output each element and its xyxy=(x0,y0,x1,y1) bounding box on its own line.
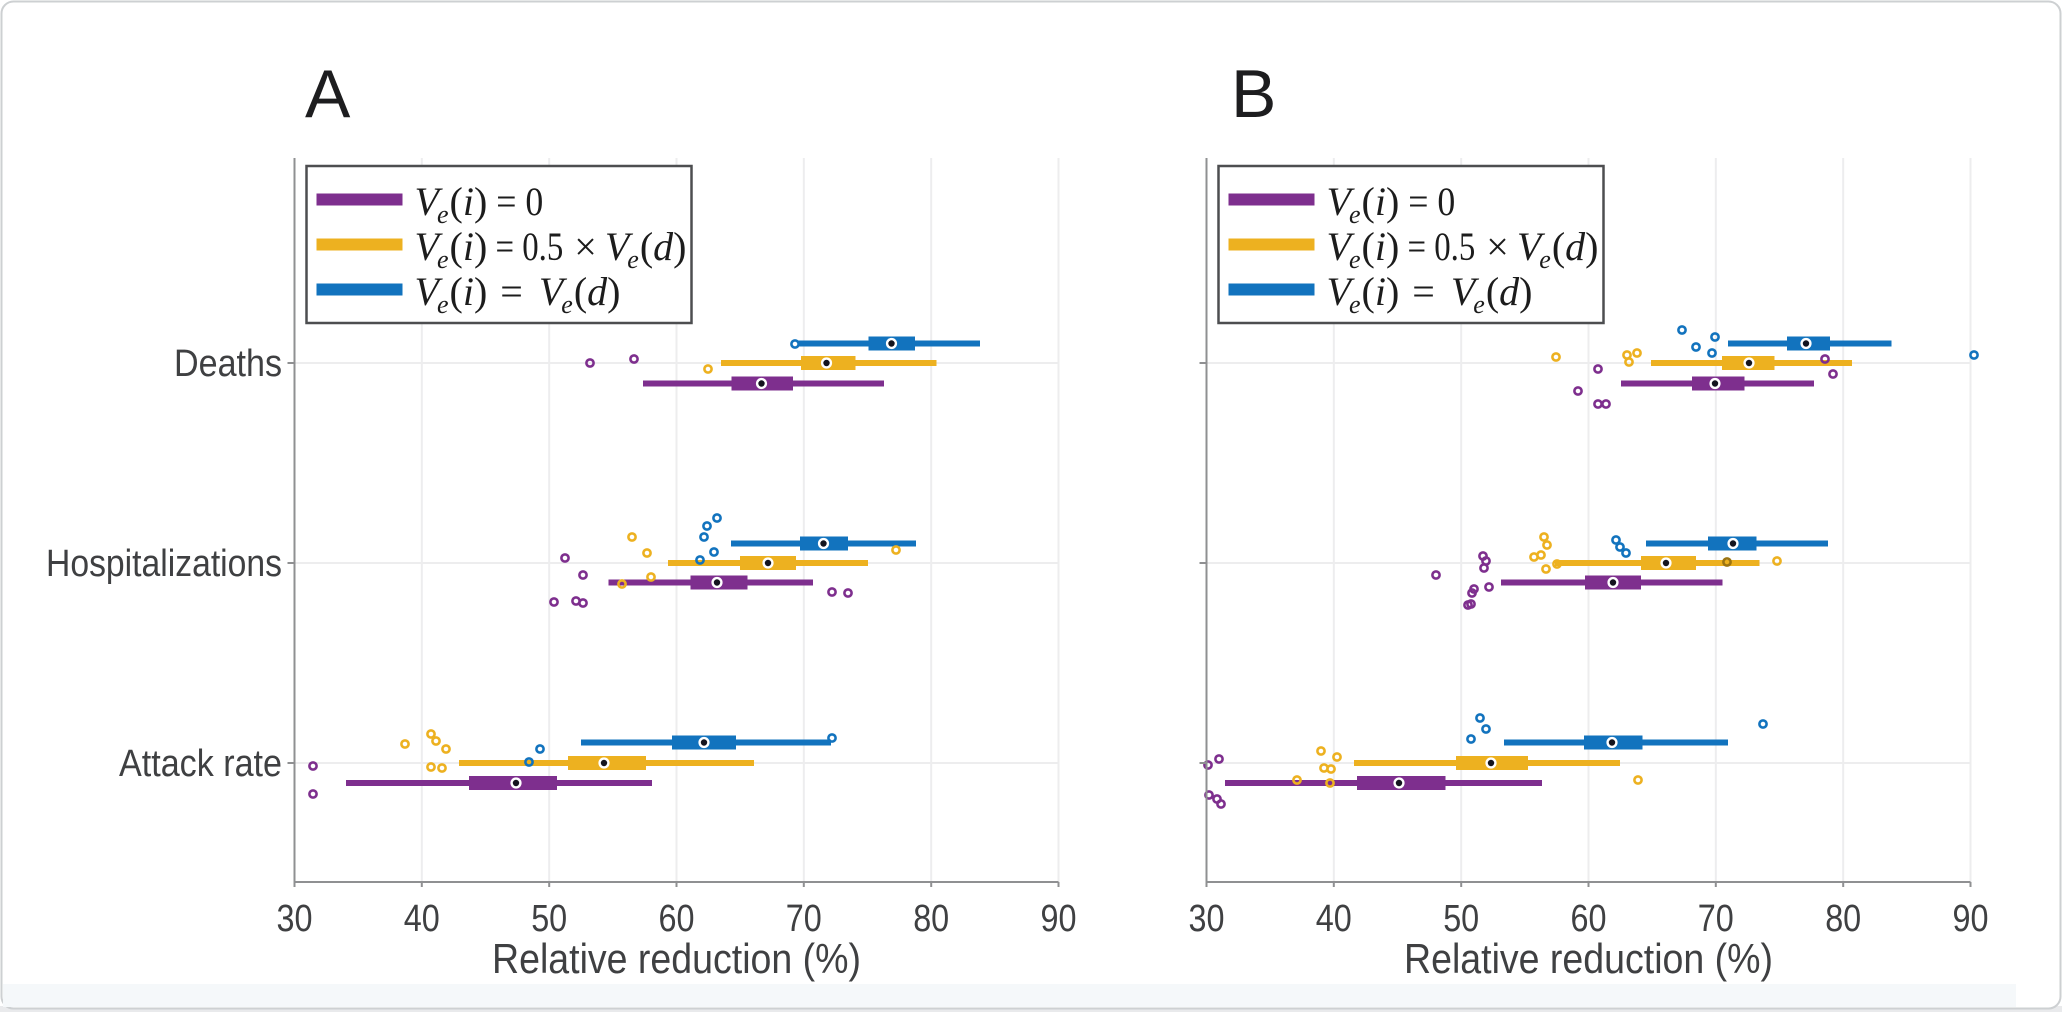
svg-text:30: 30 xyxy=(277,898,313,940)
svg-text:Relative reduction (%): Relative reduction (%) xyxy=(1404,935,1773,982)
svg-text:Attack rate: Attack rate xyxy=(119,743,282,785)
svg-text:Deaths: Deaths xyxy=(174,343,282,385)
svg-text:Ve(i) = 0.5×Ve(d): Ve(i) = 0.5 × Ve(d) xyxy=(415,224,687,274)
svg-text:40: 40 xyxy=(1316,898,1352,940)
svg-text:30: 30 xyxy=(1189,898,1225,940)
svg-text:60: 60 xyxy=(1571,898,1607,940)
svg-text:B: B xyxy=(1231,56,1276,132)
svg-text:A: A xyxy=(305,56,351,132)
svg-text:70: 70 xyxy=(786,898,822,940)
svg-text:Ve(i) = Ve(d): Ve(i) = Ve(d) xyxy=(1327,269,1533,319)
svg-text:Ve(i) = 0: Ve(i) = 0 xyxy=(415,179,544,229)
svg-text:90: 90 xyxy=(1953,898,1989,940)
svg-text:Ve(i) = Ve(d): Ve(i) = Ve(d) xyxy=(415,269,621,319)
svg-text:60: 60 xyxy=(659,898,695,940)
svg-text:Ve(i) = 0.5×Ve(d): Ve(i) = 0.5 × Ve(d) xyxy=(1327,224,1599,274)
svg-text:Ve(i) = 0: Ve(i) = 0 xyxy=(1327,179,1456,229)
svg-text:50: 50 xyxy=(1443,898,1479,940)
svg-text:Hospitalizations: Hospitalizations xyxy=(46,543,282,585)
svg-text:80: 80 xyxy=(913,898,949,940)
svg-text:70: 70 xyxy=(1698,898,1734,940)
svg-text:80: 80 xyxy=(1825,898,1861,940)
svg-text:90: 90 xyxy=(1041,898,1077,940)
svg-text:50: 50 xyxy=(531,898,567,940)
svg-text:40: 40 xyxy=(404,898,440,940)
svg-text:Relative reduction (%): Relative reduction (%) xyxy=(492,935,861,982)
